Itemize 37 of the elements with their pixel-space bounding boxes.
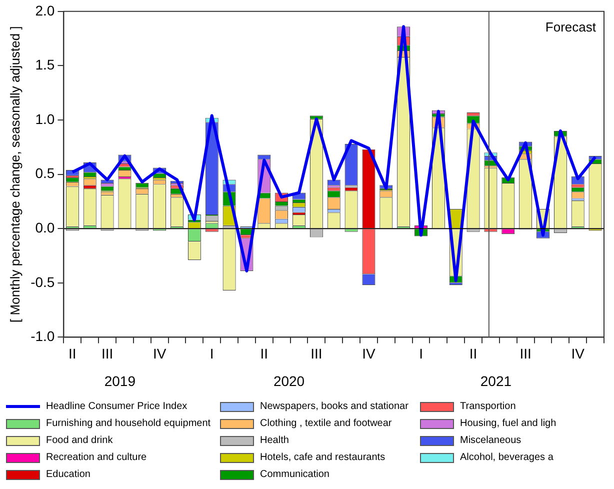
legend-label: Transportion (460, 401, 516, 412)
text: 2019 (104, 373, 136, 390)
y-tick-label: 2.0 (35, 2, 55, 18)
legend-label: Food and drink (46, 435, 113, 446)
x-tick-label: II (469, 345, 478, 362)
legend-label: Communication (260, 469, 330, 480)
y-tick-label: -0.5 (30, 274, 55, 290)
legend-label: Alcohol, beverages a (460, 452, 554, 463)
legend-label: Furnishing and household equipment (46, 418, 211, 429)
legend-label: Miscelaneous (460, 435, 522, 446)
annotation: Forecast (545, 19, 596, 34)
text: 2020 (273, 373, 305, 390)
legend-label: Housing, fuel and ligh (460, 418, 556, 429)
x-tick-label: I (419, 345, 423, 362)
x-tick-label: III (310, 345, 322, 362)
legend-label: Recreation and culture (46, 452, 147, 463)
y-tick-label: 1.0 (35, 110, 55, 127)
legend-label: Hotels, cafe and restaurants (260, 452, 386, 463)
x-tick-label: III (101, 345, 114, 362)
text: 2021 (480, 373, 512, 390)
legend-label: Education (46, 469, 90, 480)
y-tick-label: 0.5 (35, 165, 55, 182)
y-tick-label: -1.0 (30, 328, 55, 344)
x-tick-label: IV (362, 345, 376, 362)
x-tick-label: II (260, 345, 268, 362)
legend-label: Newspapers, books and stationar (260, 401, 408, 412)
y-tick-label: 1.5 (35, 56, 55, 73)
legend-label: Health (260, 435, 289, 446)
x-tick-label: IV (571, 345, 586, 362)
y-tick-label: 0.0 (35, 219, 55, 236)
x-tick-label: II (68, 345, 76, 362)
legend-label: Clothing , textile and footwear (260, 418, 392, 429)
legend-label: Headline Consumer Price Index (46, 401, 188, 412)
x-tick-label: IV (152, 345, 167, 362)
x-tick-label: III (520, 345, 532, 362)
x-tick-label: I (210, 345, 214, 362)
y-axis-title: [ Monthly percentage change, seasonally adjusted ] (7, 26, 22, 322)
